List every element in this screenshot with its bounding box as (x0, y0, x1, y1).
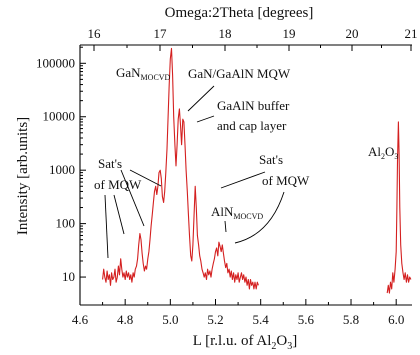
bottom-tick-label: 5.6 (298, 312, 315, 327)
bottom-tick-label: 5.8 (343, 312, 359, 327)
arrow-sat-left-3 (120, 169, 145, 227)
annot-gan-sub: MOCVD (141, 73, 171, 82)
top-axis-title: Omega:2Theta [degrees] (165, 5, 314, 21)
annot-al2o3-al: Al (368, 144, 381, 159)
annot-sat-right-line2: of MQW (262, 173, 310, 188)
annot-aln-mocvd: AlNMOCVD (211, 204, 263, 221)
left-tick-label: 100000 (36, 55, 75, 70)
top-tick-label: 17 (154, 26, 168, 41)
annot-al2o3-o: O (385, 144, 394, 159)
annotations: GaNMOCVD GaN/GaAlN MQW GaAlN buffer and … (94, 65, 398, 259)
top-axis-ticks: 16 17 18 19 20 21 (88, 26, 418, 51)
bottom-tick-label: 4.6 (72, 312, 89, 327)
bottom-axis-title-o: O (276, 333, 287, 349)
series-layer (102, 47, 412, 294)
left-axis-ticks: 10 100 1000 10000 100000 (36, 46, 86, 284)
annot-al2o3-sub3: 3 (394, 152, 398, 161)
left-axis-title: Intensity [arb.units] (15, 117, 31, 235)
series-line-0 (102, 47, 259, 290)
annot-buffer-line1: GaAlN buffer (217, 98, 290, 113)
annot-gan-text: GaN (116, 65, 141, 80)
left-tick-label: 1000 (49, 162, 75, 177)
plot-frame (79, 44, 412, 306)
left-tick-label: 10000 (43, 109, 76, 124)
arrow-sat-left-4 (129, 169, 162, 187)
annot-al2o3-sub2: 2 (381, 152, 385, 161)
top-tick-label: 20 (346, 26, 359, 41)
bottom-axis-title-sub3: 3 (287, 341, 292, 352)
annot-buffer-line2: and cap layer (217, 118, 287, 133)
arrow-sat-left-1 (104, 194, 109, 259)
arrow-gan-mqw (187, 85, 215, 112)
annot-al2o3: Al2O3 (368, 144, 398, 161)
bottom-axis-title: L [r.l.u. of Al2O3] (193, 333, 297, 352)
top-tick-label: 16 (88, 26, 102, 41)
series-line-1 (386, 121, 412, 294)
left-tick-label: 100 (56, 216, 76, 231)
bottom-tick-label: 5.4 (253, 312, 270, 327)
arrow-buffer (196, 115, 215, 123)
bottom-axis-title-sub: 2 (271, 341, 276, 352)
arrow-aln (224, 220, 227, 233)
top-tick-label: 21 (405, 26, 418, 41)
annot-mqw: GaN/GaAlN MQW (188, 66, 291, 81)
top-tick-label: 18 (219, 26, 232, 41)
bottom-tick-label: 5.0 (162, 312, 178, 327)
annot-sat-left-line1: Sat's (98, 156, 122, 171)
arrow-sat-right-1 (220, 171, 266, 189)
bottom-tick-label: 5.2 (207, 312, 223, 327)
bottom-tick-label: 4.8 (117, 312, 133, 327)
left-tick-label: 10 (62, 269, 75, 284)
arrow-sat-right-2 (234, 191, 285, 244)
bottom-axis-title-main: L [r.l.u. of Al (193, 333, 272, 349)
annot-aln-text: AlN (211, 204, 234, 219)
annot-sat-right-line1: Sat's (259, 152, 283, 167)
annot-gan-mocvd: GaNMOCVD (116, 65, 171, 82)
annot-sat-left-line2: of MQW (94, 177, 142, 192)
arrow-sat-left-2 (113, 194, 125, 235)
annot-aln-sub: MOCVD (233, 212, 263, 221)
bottom-axis-title-end: ] (292, 333, 297, 349)
bottom-axis-ticks: 4.6 4.8 5.0 5.2 5.4 5.6 5.8 6.0 (72, 299, 404, 327)
top-tick-label: 19 (283, 26, 296, 41)
bottom-tick-label: 6.0 (388, 312, 404, 327)
